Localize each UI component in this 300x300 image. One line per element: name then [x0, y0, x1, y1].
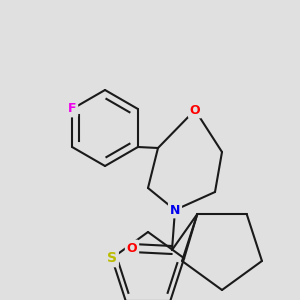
Text: N: N	[170, 203, 180, 217]
Text: S: S	[107, 251, 117, 265]
Text: O: O	[127, 242, 137, 254]
Text: O: O	[190, 103, 200, 116]
Text: F: F	[68, 103, 76, 116]
